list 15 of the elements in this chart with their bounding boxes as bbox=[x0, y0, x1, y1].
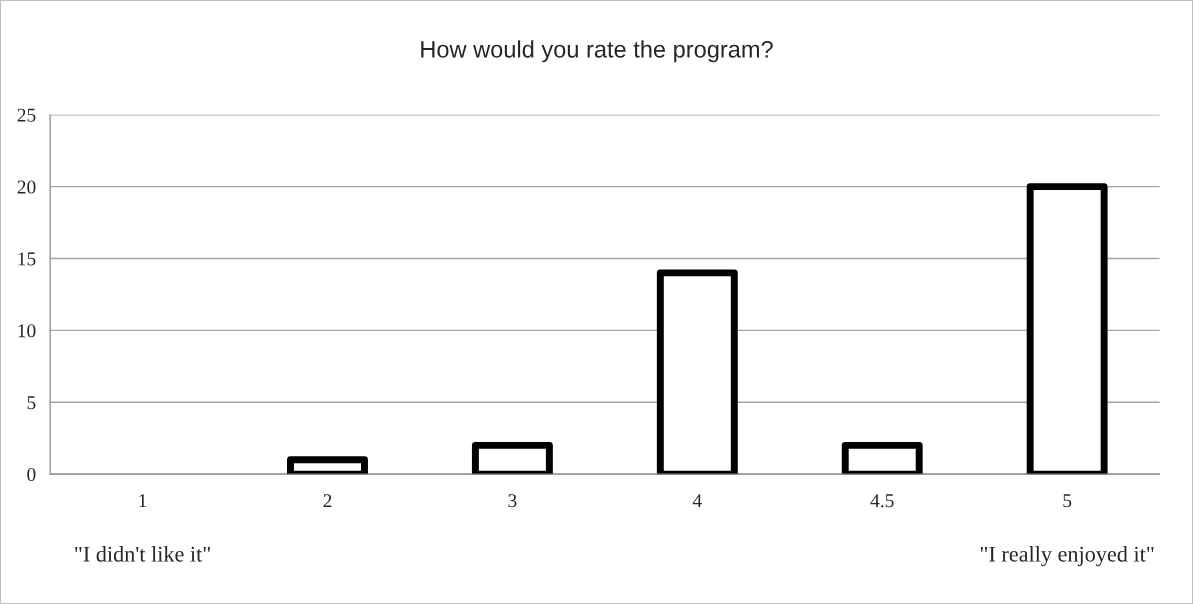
y-tick-label: 10 bbox=[18, 324, 36, 338]
y-tick-label: 15 bbox=[18, 252, 36, 266]
y-tick-label: 0 bbox=[27, 467, 36, 482]
text: "I really enjoyed it" bbox=[980, 546, 1154, 567]
x-tick-label: 4.5 bbox=[870, 494, 894, 508]
x-tick-label: 1 bbox=[139, 494, 147, 508]
y-tick-label: 25 bbox=[17, 108, 36, 122]
x-tick-label: 3 bbox=[508, 494, 517, 508]
x-tick-label: 5 bbox=[1063, 494, 1072, 508]
x-tick-label: 2 bbox=[323, 494, 332, 508]
chart-title: How would you rate the program? bbox=[421, 40, 773, 63]
x-tick-label: 4 bbox=[692, 494, 702, 508]
y-tick-label: 20 bbox=[17, 180, 36, 194]
text: "I didn't like it" bbox=[75, 546, 210, 562]
y-tick-label: 5 bbox=[27, 396, 36, 410]
